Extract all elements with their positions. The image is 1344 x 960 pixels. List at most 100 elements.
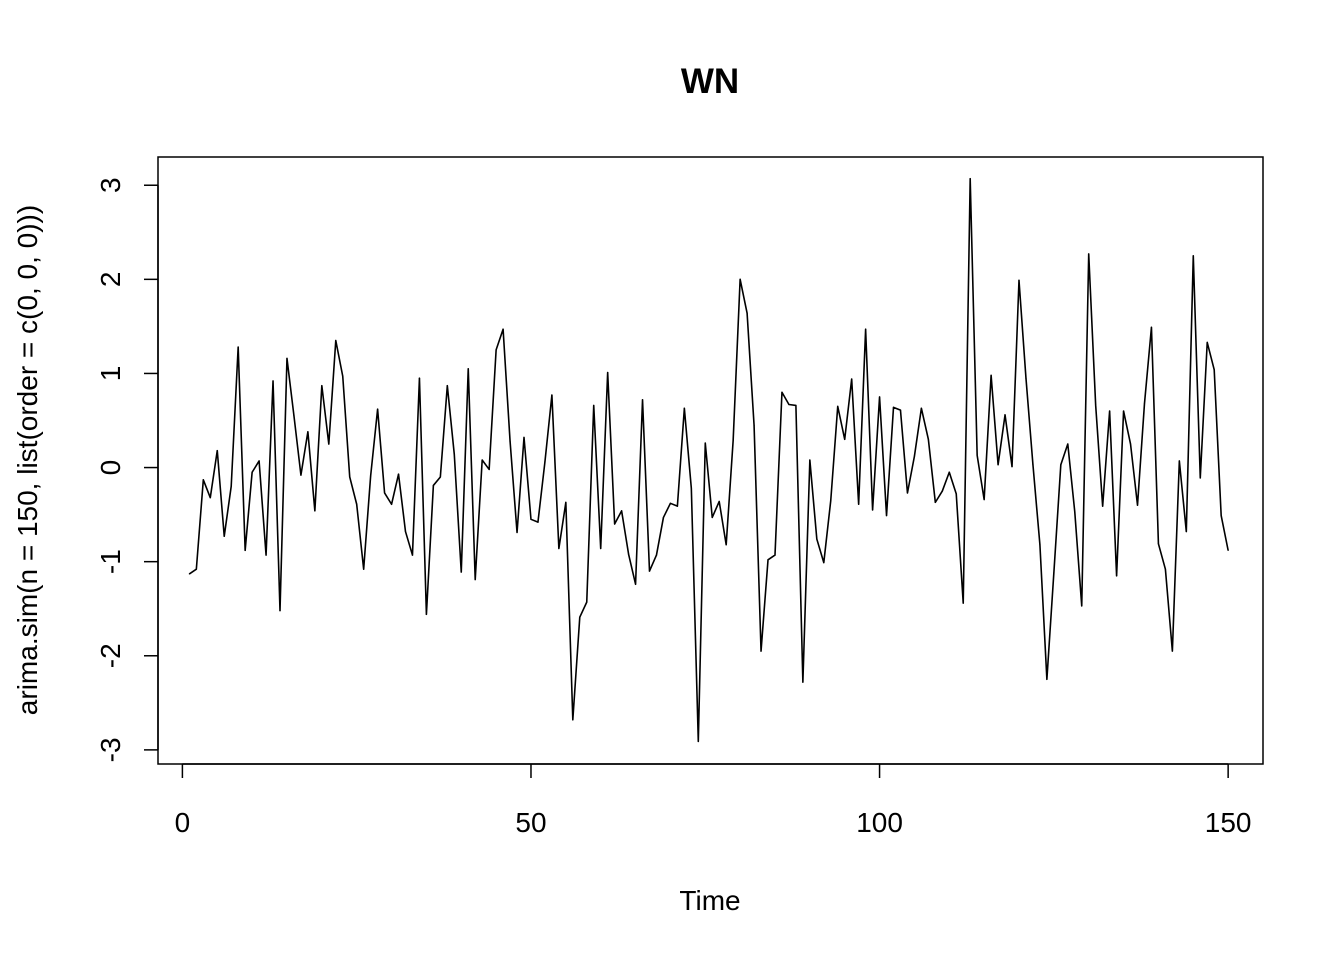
data-point <box>300 474 302 476</box>
y-tick-label: -3 <box>95 737 126 762</box>
data-point <box>488 468 490 471</box>
data-point <box>418 377 421 379</box>
x-tick-label: 150 <box>1205 807 1252 838</box>
data-point <box>607 371 609 374</box>
data-point <box>634 583 637 585</box>
data-point <box>1074 511 1076 513</box>
data-point <box>342 375 344 377</box>
data-point <box>1220 514 1222 517</box>
data-point <box>502 328 504 330</box>
data-point <box>1025 377 1027 379</box>
y-axis-label: arima.sim(n = 150, list(order = c(0, 0, … <box>12 205 43 715</box>
data-point <box>683 407 685 409</box>
data-point <box>307 431 309 433</box>
data-point <box>913 455 916 457</box>
data-point <box>1109 410 1111 412</box>
data-point <box>858 503 860 505</box>
data-point <box>321 385 323 387</box>
data-points <box>188 178 1229 743</box>
data-point <box>216 450 218 452</box>
data-point <box>934 501 936 503</box>
data-point <box>286 357 288 359</box>
data-point <box>655 554 658 556</box>
plot-frame <box>157 156 1264 765</box>
data-point <box>955 493 957 495</box>
data-point <box>1053 572 1055 574</box>
data-point <box>788 403 790 406</box>
data-point <box>983 498 985 501</box>
data-point <box>1192 255 1194 257</box>
data-point <box>920 407 922 409</box>
data-point <box>1032 464 1034 466</box>
data-point <box>1157 543 1160 545</box>
data-point <box>621 510 623 512</box>
data-point <box>1081 605 1083 607</box>
data-point <box>223 535 225 537</box>
data-point <box>927 438 929 440</box>
data-point <box>1116 575 1118 577</box>
data-point <box>363 568 365 570</box>
y-tick-label: 2 <box>95 272 126 288</box>
data-point <box>851 378 853 380</box>
data-point <box>258 460 260 462</box>
data-point <box>188 573 190 575</box>
data-point <box>474 578 476 581</box>
data-point <box>1164 568 1166 570</box>
data-point <box>899 409 902 411</box>
data-point <box>460 571 462 573</box>
data-point <box>725 544 727 546</box>
data-point <box>265 554 267 556</box>
data-point <box>453 453 455 455</box>
data-point <box>579 616 581 618</box>
data-point <box>411 554 414 556</box>
x-tick-label: 100 <box>856 807 903 838</box>
data-point <box>781 391 783 393</box>
data-point <box>885 514 888 517</box>
data-point <box>432 484 434 487</box>
data-point <box>600 547 602 550</box>
data-point <box>732 439 734 441</box>
data-point <box>272 380 274 382</box>
data-point <box>662 516 665 519</box>
data-point <box>551 394 553 396</box>
data-point <box>586 601 588 603</box>
data-point <box>1067 443 1069 445</box>
data-point <box>516 531 518 534</box>
x-tick-label: 50 <box>515 807 546 838</box>
data-point <box>425 613 428 615</box>
data-point <box>976 454 978 456</box>
data-point <box>837 405 839 407</box>
data-point <box>641 399 644 401</box>
data-point <box>1095 404 1097 407</box>
data-point <box>523 436 525 439</box>
y-tick-label: 3 <box>95 177 126 193</box>
data-point <box>377 408 379 410</box>
chart-title: WN <box>681 62 739 101</box>
data-point <box>1227 549 1229 551</box>
data-point <box>760 650 762 652</box>
data-point <box>544 461 546 463</box>
data-point <box>823 562 825 564</box>
data-point <box>467 368 469 370</box>
y-tick-label: 1 <box>95 366 126 382</box>
data-point <box>767 559 769 561</box>
data-point <box>1060 464 1062 466</box>
x-tick-label: 0 <box>175 807 191 838</box>
x-axis: 0 50 100 150 <box>175 763 1252 838</box>
y-tick-label: -1 <box>95 549 126 574</box>
data-point <box>990 374 992 376</box>
data-point <box>404 530 407 533</box>
data-point <box>962 602 964 604</box>
data-point <box>209 497 211 499</box>
data-point <box>1213 369 1215 371</box>
data-point <box>704 442 706 444</box>
data-point <box>1171 650 1173 652</box>
data-point <box>202 479 204 481</box>
data-point <box>558 547 560 550</box>
data-point <box>1011 466 1013 468</box>
data-point <box>997 464 999 466</box>
y-tick-label: -2 <box>95 643 126 668</box>
data-point <box>530 518 532 520</box>
data-point <box>349 476 351 478</box>
